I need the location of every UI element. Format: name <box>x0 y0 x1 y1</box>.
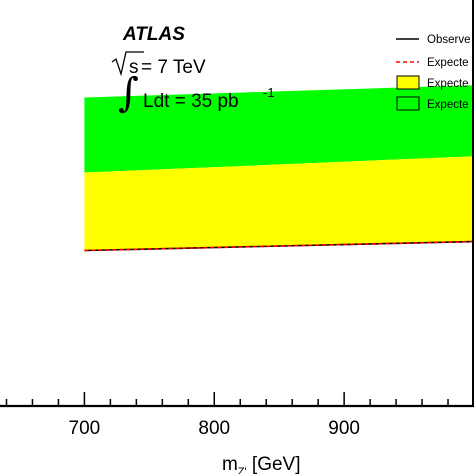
svg-text:Ldt = 35 pb: Ldt = 35 pb <box>143 91 239 112</box>
legend-label-2sigma: Expecte <box>427 99 469 111</box>
legend-label-expected: Expecte <box>427 57 469 69</box>
x-tick-label: 800 <box>198 418 230 439</box>
energy-label: s = 7 TeV <box>111 51 206 78</box>
x-axis-ticks <box>5 392 474 406</box>
experiment-label: ATLAS <box>122 24 185 45</box>
expected-1sigma-band <box>84 156 474 251</box>
svg-text:-1: -1 <box>263 85 275 100</box>
sqrt-symbol <box>111 51 144 77</box>
svg-text:s: s <box>129 57 139 78</box>
x-axis-label: mZ' [GeV] <box>222 454 301 474</box>
x-tick-label: 700 <box>69 418 101 439</box>
x-tick-label: 900 <box>328 418 360 439</box>
integral-symbol: ∫ <box>118 70 139 116</box>
x-axis-tick-labels: 700 800 900 <box>69 418 360 439</box>
legend-1sigma-swatch <box>396 75 420 90</box>
legend-2sigma-swatch <box>396 96 420 111</box>
svg-text:= 7 TeV: = 7 TeV <box>141 57 206 78</box>
legend: Observe Expecte Expecte Expecte <box>396 34 470 111</box>
legend-label-1sigma: Expecte <box>427 78 469 90</box>
expected-limit-line <box>84 240 474 252</box>
luminosity-label: ∫ Ldt = 35 pb -1 <box>118 70 275 116</box>
legend-label-observed: Observe <box>427 34 470 46</box>
expected-2sigma-band <box>84 85 474 173</box>
